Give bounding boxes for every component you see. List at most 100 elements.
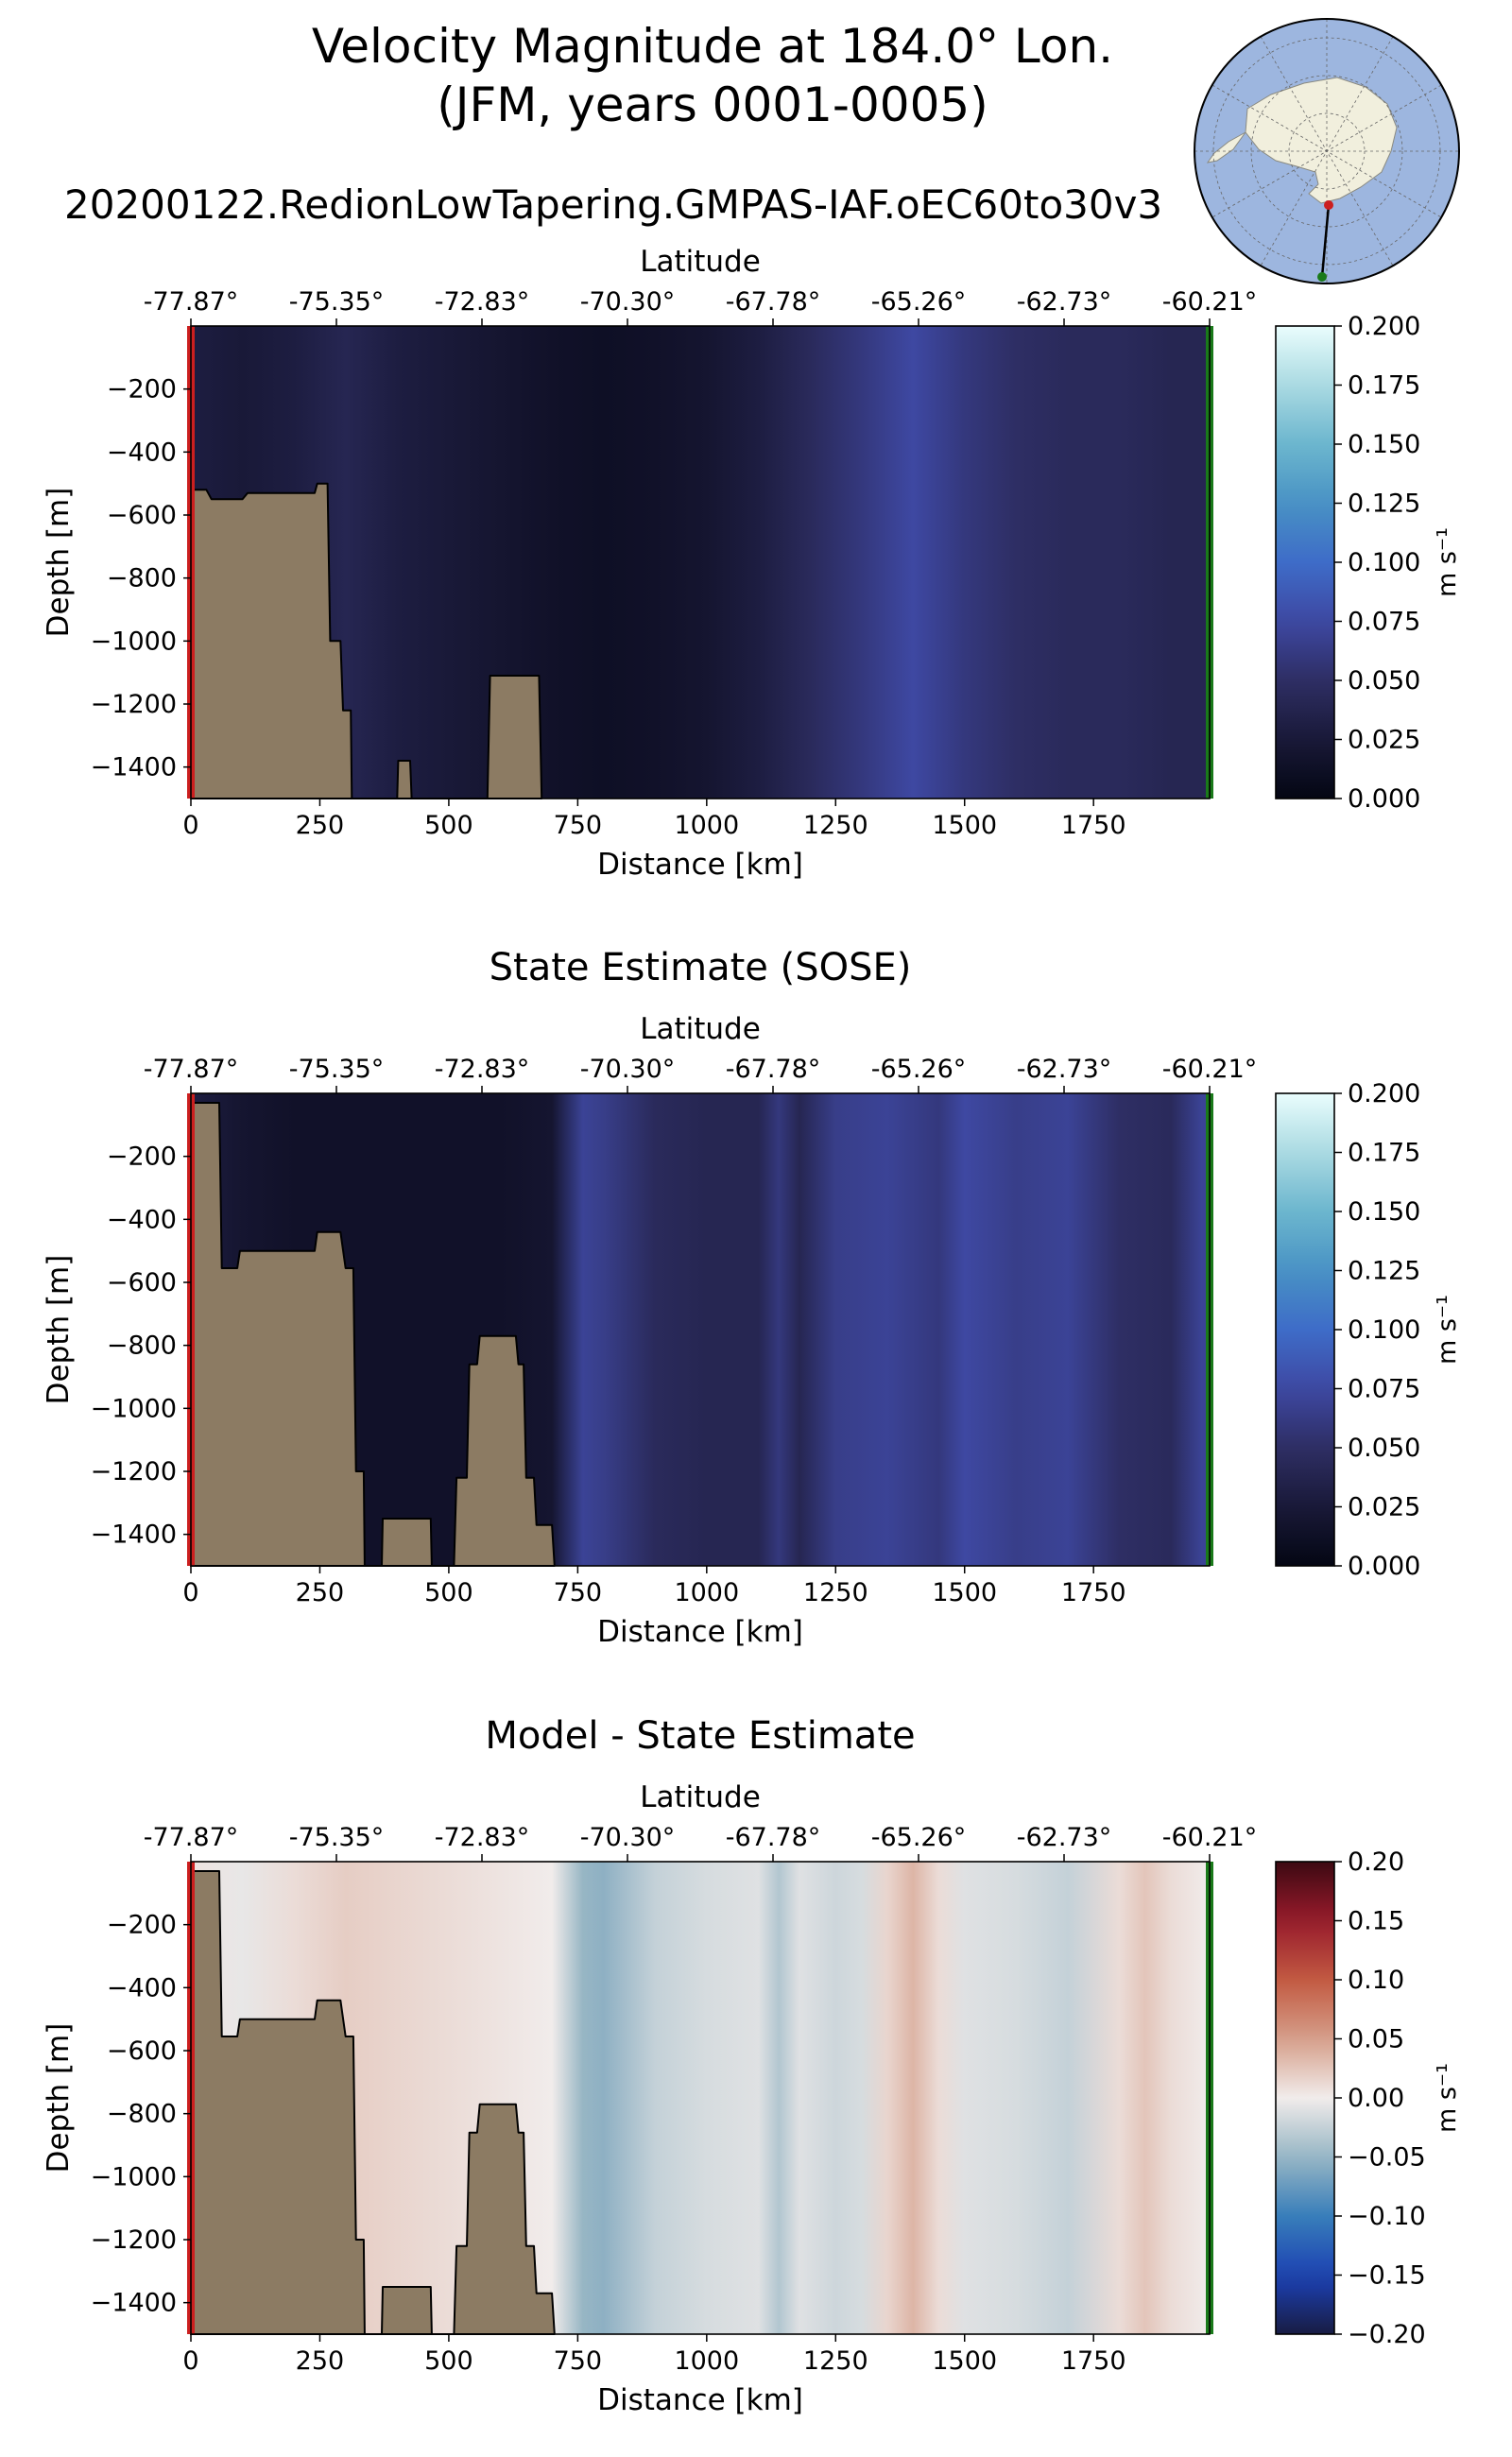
y-tick-label: −800 <box>107 2100 177 2129</box>
axes-frame <box>190 1092 1211 1567</box>
colorbar-tick-label: 0.150 <box>1348 1197 1420 1227</box>
colorbar-tick-label: 0.10 <box>1348 1966 1404 1995</box>
x-tick-label: 500 <box>424 811 473 840</box>
globe-outline <box>1194 18 1460 284</box>
x-tick-label: 0 <box>182 1578 198 1607</box>
colorbar-tick-label: 0.075 <box>1348 1375 1420 1404</box>
x-tick-label: 1000 <box>674 811 739 840</box>
x-tick-label: 250 <box>296 1578 345 1607</box>
top-tick-label: -60.21° <box>1162 287 1258 317</box>
x-tick-label: 0 <box>182 811 198 840</box>
x-tick-label: 500 <box>424 2346 473 2376</box>
colorbar-tick-label: 0.125 <box>1348 1257 1420 1286</box>
colorbar-tick-label: −0.20 <box>1348 2320 1426 2349</box>
colorbar-tick-label: −0.10 <box>1348 2202 1426 2231</box>
x-tick-label: 1500 <box>932 811 997 840</box>
colorbar: −0.20 −0.15 −0.10 −0.05 0.00 0.05 0.10 0.15 0.20… <box>1275 1847 1462 2349</box>
x-tick-label: 1000 <box>674 1578 739 1607</box>
y-tick-label: −400 <box>107 1973 177 2002</box>
x-tick-label: 1750 <box>1061 2346 1126 2376</box>
y-tick-label: −400 <box>107 1205 177 1234</box>
y-tick-label: −1400 <box>91 2289 177 2318</box>
run-name: 20200122.RedionLowTapering.GMPAS-IAF.oEC… <box>64 181 1162 228</box>
y-tick-label: −600 <box>107 1268 177 1297</box>
top-axis-label: Latitude <box>640 1780 761 1814</box>
x-axis-label: Distance [km] <box>597 1615 803 1649</box>
colorbar-tick-label: 0.075 <box>1348 608 1420 637</box>
panel-3: 0 250 500 750 1000 1250 1500 1750 Distance [km] L… <box>42 1714 1462 2417</box>
y-axis-label: Depth [m] <box>42 1255 76 1405</box>
top-tick-label: -75.35° <box>289 287 385 317</box>
colorbar-tick-label: 0.125 <box>1348 490 1420 519</box>
top-tick-label: -62.73° <box>1017 1055 1112 1084</box>
colorbar-tick-label: 0.200 <box>1348 312 1420 341</box>
x-axis-label: Distance [km] <box>597 848 803 882</box>
axes-frame <box>190 325 1211 799</box>
top-tick-label: -75.35° <box>289 1055 385 1084</box>
x-tick-label: 1250 <box>803 1578 868 1607</box>
y-tick-label: −600 <box>107 501 177 530</box>
colorbar-tick-label: 0.100 <box>1348 1315 1420 1345</box>
colorbar-tick-label: 0.05 <box>1348 2025 1404 2054</box>
top-tick-label: -72.83° <box>435 1823 530 1852</box>
colorbar: 0.000 0.025 0.050 0.075 0.100 0.125 0.150 0.175… <box>1275 1079 1462 1581</box>
x-tick-label: 750 <box>554 2346 603 2376</box>
colorbar-tick-label: 0.20 <box>1348 1847 1404 1877</box>
colorbar-label: m s⁻¹ <box>1433 2063 1462 2133</box>
top-tick-label: -77.87° <box>144 1823 239 1852</box>
top-tick-label: -62.73° <box>1017 287 1112 317</box>
panel-1: 0 250 500 750 1000 1250 1500 1750 Distance [km] L… <box>42 245 1462 882</box>
y-tick-label: −1200 <box>91 2225 177 2255</box>
colorbar-gradient <box>1275 1092 1335 1567</box>
panel-title: Model - State Estimate <box>485 1714 915 1758</box>
axes-frame <box>190 1861 1211 2335</box>
y-tick-label: −1400 <box>91 1521 177 1550</box>
x-tick-label: 750 <box>554 1578 603 1607</box>
colorbar-tick-label: 0.00 <box>1348 2084 1404 2113</box>
colorbar-tick-label: −0.15 <box>1348 2261 1426 2291</box>
x-tick-label: 1750 <box>1061 1578 1126 1607</box>
colorbar-tick-label: 0.000 <box>1348 1552 1420 1581</box>
land-bathymetry <box>190 1870 556 2335</box>
x-tick-label: 500 <box>424 1578 473 1607</box>
top-tick-label: -70.30° <box>580 1055 676 1084</box>
colorbar-tick-label: −0.05 <box>1348 2143 1426 2173</box>
top-tick-label: -75.35° <box>289 1823 385 1852</box>
latitude-gridline <box>1250 75 1403 228</box>
colorbar-tick-label: 0.025 <box>1348 726 1420 755</box>
colorbar-gradient <box>1275 325 1335 799</box>
colorbar-tick-label: 0.025 <box>1348 1493 1420 1522</box>
top-tick-label: -60.21° <box>1162 1055 1258 1084</box>
top-tick-label: -72.83° <box>435 1055 530 1084</box>
top-tick-label: -65.26° <box>871 1823 967 1852</box>
y-tick-label: −1000 <box>91 627 177 656</box>
land-bathymetry <box>190 1102 556 1567</box>
y-tick-label: −1000 <box>91 1394 177 1423</box>
x-tick-label: 250 <box>296 811 345 840</box>
colorbar-tick-label: 0.000 <box>1348 784 1420 814</box>
top-tick-label: -72.83° <box>435 287 530 317</box>
colorbar-gradient <box>1275 1861 1335 2335</box>
top-tick-label: -70.30° <box>580 287 676 317</box>
x-tick-label: 750 <box>554 811 603 840</box>
colorbar-tick-label: 0.175 <box>1348 1139 1420 1168</box>
y-tick-label: −1200 <box>91 1457 177 1486</box>
y-tick-label: −1400 <box>91 753 177 782</box>
y-axis-label: Depth [m] <box>42 488 76 638</box>
x-tick-label: 1750 <box>1061 811 1126 840</box>
colorbar-tick-label: 0.100 <box>1348 548 1420 577</box>
x-tick-label: 1250 <box>803 2346 868 2376</box>
y-tick-label: −200 <box>107 375 177 404</box>
y-tick-label: −400 <box>107 438 177 467</box>
x-tick-label: 1500 <box>932 2346 997 2376</box>
top-tick-label: -77.87° <box>144 1055 239 1084</box>
colorbar: 0.000 0.025 0.050 0.075 0.100 0.125 0.150 0.175… <box>1275 312 1462 814</box>
longitude-gridline <box>1211 84 1442 218</box>
x-tick-label: 0 <box>182 2346 198 2376</box>
x-tick-label: 1250 <box>803 811 868 840</box>
top-tick-label: -67.78° <box>726 1055 821 1084</box>
section-end-dot <box>1317 272 1327 282</box>
section-line <box>1320 204 1331 278</box>
y-tick-label: −600 <box>107 2036 177 2066</box>
colorbar-tick-label: 0.200 <box>1348 1079 1420 1108</box>
